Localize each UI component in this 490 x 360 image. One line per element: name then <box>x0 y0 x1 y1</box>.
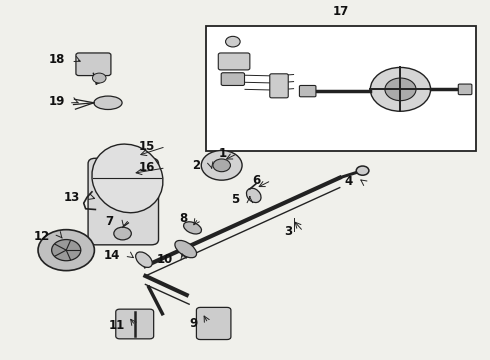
Text: 10: 10 <box>157 253 173 266</box>
Circle shape <box>201 150 242 180</box>
FancyBboxPatch shape <box>218 53 250 70</box>
Circle shape <box>38 230 95 271</box>
Text: 3: 3 <box>285 225 293 238</box>
FancyBboxPatch shape <box>270 74 288 98</box>
Ellipse shape <box>246 188 261 203</box>
Text: 7: 7 <box>106 215 114 228</box>
Text: 13: 13 <box>64 191 80 204</box>
FancyBboxPatch shape <box>458 84 472 95</box>
Text: 4: 4 <box>344 175 353 188</box>
Circle shape <box>114 227 131 240</box>
FancyBboxPatch shape <box>76 53 111 76</box>
Text: 12: 12 <box>33 230 49 243</box>
Text: 19: 19 <box>49 95 65 108</box>
Ellipse shape <box>94 96 122 109</box>
Circle shape <box>213 159 230 172</box>
Bar <box>206 26 476 151</box>
Ellipse shape <box>92 144 163 213</box>
Text: 11: 11 <box>108 319 124 332</box>
Text: 9: 9 <box>189 317 197 330</box>
Text: 2: 2 <box>192 159 200 172</box>
Text: 16: 16 <box>139 161 155 174</box>
Text: 1: 1 <box>219 147 226 160</box>
Ellipse shape <box>175 240 196 258</box>
Circle shape <box>356 166 369 175</box>
FancyBboxPatch shape <box>221 73 245 85</box>
FancyBboxPatch shape <box>299 85 316 97</box>
Circle shape <box>370 67 431 111</box>
Text: 5: 5 <box>231 193 239 206</box>
Text: 14: 14 <box>103 249 120 262</box>
Text: 17: 17 <box>333 5 349 18</box>
Circle shape <box>225 36 240 47</box>
Circle shape <box>385 78 416 101</box>
Circle shape <box>51 239 81 261</box>
Text: 6: 6 <box>252 174 261 187</box>
Text: 15: 15 <box>139 140 155 153</box>
Text: 8: 8 <box>179 212 188 225</box>
Circle shape <box>93 73 106 83</box>
FancyBboxPatch shape <box>116 309 154 339</box>
FancyBboxPatch shape <box>88 158 159 245</box>
FancyBboxPatch shape <box>196 307 231 339</box>
Ellipse shape <box>184 222 201 234</box>
Text: 18: 18 <box>49 53 65 66</box>
Ellipse shape <box>136 252 152 267</box>
